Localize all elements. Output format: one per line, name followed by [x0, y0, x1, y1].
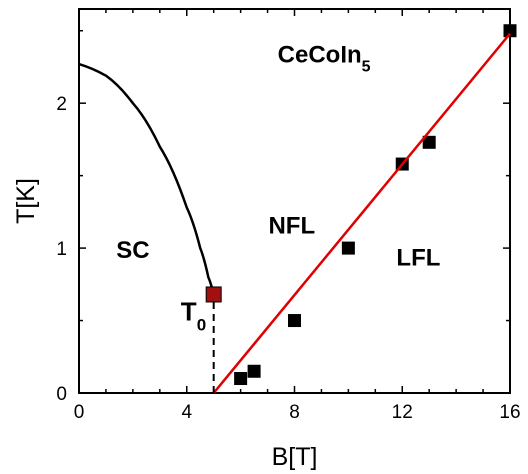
data-point	[234, 372, 248, 386]
data-point	[503, 24, 517, 38]
x-tick-label: 8	[289, 402, 300, 423]
y-tick-label: 2	[56, 94, 67, 115]
region-label-lfl: LFL	[396, 244, 440, 271]
lfl-crossover-fit-line	[212, 32, 511, 394]
region-label-nfl: NFL	[268, 213, 315, 240]
y-axis-title: T[K]	[12, 178, 40, 224]
x-tick-label: 0	[74, 402, 85, 423]
x-tick-label: 4	[181, 402, 192, 423]
data-point	[422, 135, 436, 149]
sc-phase-boundary	[78, 62, 215, 295]
data-point	[288, 314, 301, 328]
t0-label: T0	[181, 297, 206, 335]
data-point	[247, 364, 261, 378]
compound-label: CeCoIn5	[278, 42, 371, 76]
x-axis-title: B[T]	[272, 443, 318, 471]
y-tick-label: 1	[56, 239, 67, 260]
data-point	[341, 241, 355, 255]
x-tick-label: 12	[392, 402, 413, 423]
t0-marker	[205, 286, 222, 303]
region-label-sc: SC	[116, 237, 149, 264]
x-tick-label: 16	[499, 402, 520, 423]
y-tick-label: 0	[56, 384, 67, 405]
